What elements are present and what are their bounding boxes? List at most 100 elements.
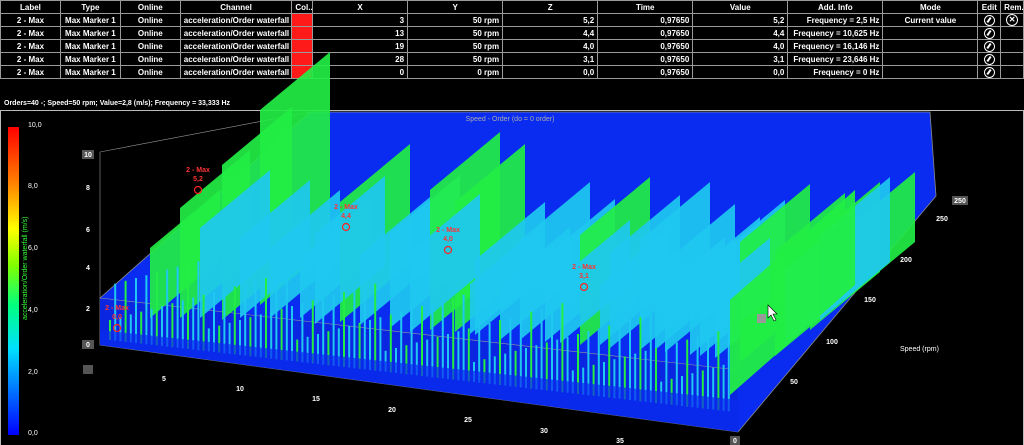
- y-cell: 50 rpm: [407, 13, 504, 27]
- table-row[interactable]: 2 - Max Max Marker 1 Online acceleration…: [0, 39, 1024, 53]
- mode-cell[interactable]: [882, 26, 979, 40]
- time-cell: 0,97650: [597, 52, 694, 66]
- z-cell: 5,2: [502, 13, 599, 27]
- online-cell: Online: [119, 39, 181, 53]
- remove-cell[interactable]: [1000, 26, 1024, 40]
- table-row[interactable]: 2 - Max Max Marker 1 Online acceleration…: [0, 13, 1024, 27]
- online-cell: Online: [119, 26, 181, 40]
- col-color-header[interactable]: Col...: [291, 0, 314, 14]
- label-cell: 2 - Max: [0, 52, 61, 66]
- mode-cell[interactable]: [882, 65, 979, 79]
- edit-icon[interactable]: [983, 53, 995, 65]
- channel-cell: acceleration/Order waterfall: [179, 13, 293, 27]
- edit-cell[interactable]: [977, 52, 1002, 66]
- remove-icon[interactable]: ✕: [1006, 14, 1019, 26]
- value-cell: 5,2: [692, 13, 789, 27]
- channel-cell: acceleration/Order waterfall: [179, 65, 293, 79]
- color-swatch[interactable]: [291, 26, 314, 40]
- table-row[interactable]: 2 - Max Max Marker 1 Online acceleration…: [0, 65, 1024, 79]
- marker-table: Label Type Online Channel Col... X Y Z T…: [0, 0, 1024, 79]
- col-online-header[interactable]: Online: [119, 0, 181, 14]
- time-cell: 0,97650: [597, 39, 694, 53]
- cursor-readout: Orders=40 -; Speed=50 rpm; Value=2,8 (m/…: [4, 100, 231, 107]
- edit-cell[interactable]: [977, 26, 1002, 40]
- edit-cell[interactable]: [977, 13, 1002, 27]
- z-cell: 4,4: [502, 26, 599, 40]
- table-row[interactable]: 2 - Max Max Marker 1 Online acceleration…: [0, 52, 1024, 66]
- edit-cell[interactable]: [977, 65, 1002, 79]
- info-cell: Frequency = 2,5 Hz: [787, 13, 884, 27]
- col-info-header[interactable]: Add. Info: [787, 0, 884, 14]
- type-cell: Max Marker 1: [59, 26, 121, 40]
- colorbar-tick: 4,0: [28, 307, 38, 314]
- col-y-header[interactable]: Y: [407, 0, 504, 14]
- type-cell: Max Marker 1: [59, 39, 121, 53]
- y-cell: 50 rpm: [407, 39, 504, 53]
- label-cell: 2 - Max: [0, 26, 61, 40]
- online-cell: Online: [119, 65, 181, 79]
- color-swatch[interactable]: [291, 13, 314, 27]
- col-mode-header[interactable]: Mode: [882, 0, 979, 14]
- col-x-header[interactable]: X: [312, 0, 409, 14]
- col-z-header[interactable]: Z: [502, 0, 599, 14]
- edit-cell[interactable]: [977, 39, 1002, 53]
- info-cell: Frequency = 23,646 Hz: [787, 52, 884, 66]
- type-cell: Max Marker 1: [59, 13, 121, 27]
- colorbar-title: acceleration/Order waterfall (m/s): [22, 216, 29, 320]
- x-cell: 28: [312, 52, 409, 66]
- col-time-header[interactable]: Time: [597, 0, 694, 14]
- colorbar-tick: 2,0: [28, 369, 38, 376]
- colorbar-tick: 10,0: [28, 122, 42, 129]
- col-value-header[interactable]: Value: [692, 0, 789, 14]
- remove-cell[interactable]: [1000, 65, 1024, 79]
- label-cell: 2 - Max: [0, 39, 61, 53]
- col-channel-header[interactable]: Channel: [179, 0, 293, 14]
- y-cell: 0 rpm: [407, 65, 504, 79]
- y-cell: 50 rpm: [407, 26, 504, 40]
- value-cell: 4,4: [692, 26, 789, 40]
- colorbar-tick: 8,0: [28, 183, 38, 190]
- z-cell: 0,0: [502, 65, 599, 79]
- value-cell: 3,1: [692, 52, 789, 66]
- info-cell: Frequency = 0 Hz: [787, 65, 884, 79]
- edit-icon[interactable]: [983, 27, 995, 39]
- remove-cell[interactable]: [1000, 52, 1024, 66]
- col-remove-header[interactable]: Rem...: [1000, 0, 1024, 14]
- x-cell: 13: [312, 26, 409, 40]
- label-cell: 2 - Max: [0, 13, 61, 27]
- time-cell: 0,97650: [597, 26, 694, 40]
- edit-icon[interactable]: [983, 66, 995, 78]
- time-cell: 0,97650: [597, 65, 694, 79]
- online-cell: Online: [119, 13, 181, 27]
- colorbar-tick: 0,0: [28, 430, 38, 437]
- mode-cell[interactable]: [882, 52, 979, 66]
- col-edit-header[interactable]: Edit: [977, 0, 1002, 14]
- edit-icon[interactable]: [983, 40, 995, 52]
- y-cell: 50 rpm: [407, 52, 504, 66]
- x-cell: 19: [312, 39, 409, 53]
- online-cell: Online: [119, 52, 181, 66]
- value-cell: 0,0: [692, 65, 789, 79]
- mode-cell[interactable]: Current value: [882, 13, 979, 27]
- info-cell: Frequency = 10,625 Hz: [787, 26, 884, 40]
- color-swatch[interactable]: [291, 52, 314, 66]
- time-cell: 0,97650: [597, 13, 694, 27]
- x-cell: 0: [312, 65, 409, 79]
- type-cell: Max Marker 1: [59, 65, 121, 79]
- color-swatch[interactable]: [291, 65, 314, 79]
- col-type-header[interactable]: Type: [59, 0, 121, 14]
- type-cell: Max Marker 1: [59, 52, 121, 66]
- mode-cell[interactable]: [882, 39, 979, 53]
- remove-cell[interactable]: [1000, 39, 1024, 53]
- colorbar-tick: 6,0: [28, 245, 38, 252]
- remove-cell[interactable]: ✕: [1000, 13, 1024, 27]
- color-swatch[interactable]: [291, 39, 314, 53]
- waterfall-plot-frame[interactable]: [0, 110, 1024, 445]
- colorbar: [8, 127, 19, 435]
- z-cell: 4,0: [502, 39, 599, 53]
- col-label-header[interactable]: Label: [0, 0, 61, 14]
- label-cell: 2 - Max: [0, 65, 61, 79]
- edit-icon[interactable]: [983, 14, 995, 26]
- info-cell: Frequency = 16,146 Hz: [787, 39, 884, 53]
- table-row[interactable]: 2 - Max Max Marker 1 Online acceleration…: [0, 26, 1024, 40]
